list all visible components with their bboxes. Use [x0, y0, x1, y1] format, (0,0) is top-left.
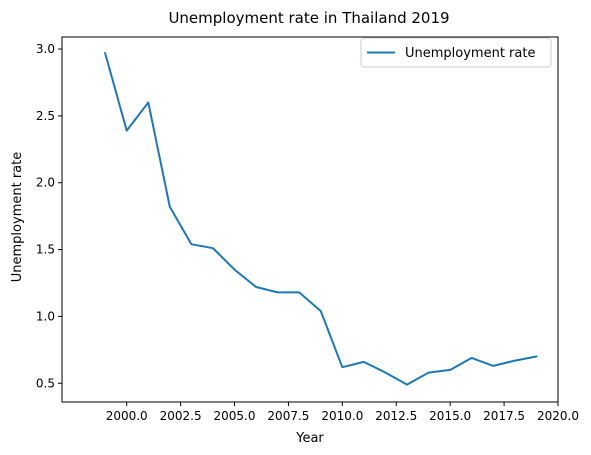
x-tick-label: 2007.5 — [267, 409, 309, 423]
x-tick-label: 2000.0 — [106, 409, 148, 423]
y-tick-label: 0.5 — [36, 376, 55, 390]
y-tick-label: 2.5 — [36, 109, 55, 123]
x-tick-label: 2005.0 — [214, 409, 256, 423]
y-axis-ticks: 0.5 1.0 1.5 2.0 2.5 3.0 — [36, 42, 62, 390]
x-tick-label: 2002.5 — [160, 409, 202, 423]
x-tick-label: 2017.5 — [483, 409, 525, 423]
x-tick-label: 2015.0 — [429, 409, 471, 423]
legend: Unemployment rate — [360, 37, 552, 68]
x-axis-ticks: 2000.0 2002.5 2005.0 2007.5 2010.0 2012.5 2015… — [106, 402, 579, 423]
y-tick-label: 2.0 — [36, 176, 55, 190]
plot-frame — [61, 36, 559, 403]
x-axis-label: Year — [295, 431, 324, 446]
legend-label: Unemployment rate — [405, 46, 535, 61]
series-layer — [104, 52, 538, 386]
series-line — [104, 52, 538, 386]
chart-title: Unemployment rate in Thailand 2019 — [168, 9, 449, 27]
legend-box — [360, 37, 552, 68]
y-tick-label: 1.0 — [36, 309, 55, 323]
x-tick-label: 2010.0 — [321, 409, 363, 423]
x-tick-label: 2020.0 — [537, 409, 579, 423]
y-tick-label: 1.5 — [36, 243, 55, 257]
x-tick-label: 2012.5 — [375, 409, 417, 423]
y-axis-label: Unemployment rate — [10, 152, 25, 282]
y-tick-label: 3.0 — [36, 42, 55, 56]
plot-area — [61, 36, 559, 403]
